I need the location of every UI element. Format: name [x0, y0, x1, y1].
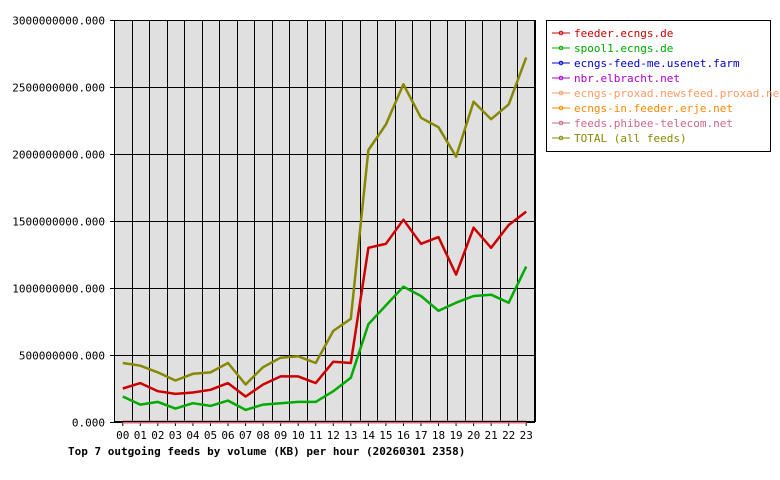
legend-swatch-marker [558, 30, 564, 36]
y-tick-label: 1000000000.000 [12, 283, 105, 296]
legend-swatch-marker [558, 75, 564, 81]
x-tick-label: 00 [116, 429, 129, 442]
legend-swatch-marker [558, 105, 564, 111]
x-tick-label: 01 [134, 429, 147, 442]
legend-label: TOTAL (all feeds) [574, 132, 687, 145]
legend-label: spool1.ecngs.de [574, 42, 673, 55]
legend-swatch-marker [558, 45, 564, 51]
legend-label: ecngs-in.feeder.erje.net [574, 102, 733, 115]
x-tick-label: 17 [414, 429, 427, 442]
x-tick-label: 20 [467, 429, 480, 442]
x-tick-label: 04 [186, 429, 200, 442]
x-tick-label: 07 [239, 429, 252, 442]
legend-swatch-marker [558, 90, 564, 96]
chart-title: Top 7 outgoing feeds by volume (KB) per … [68, 445, 466, 458]
y-tick-label: 500000000.000 [19, 350, 105, 363]
x-tick-label: 19 [449, 429, 462, 442]
legend-label: nbr.elbracht.net [574, 72, 680, 85]
legend-swatch-marker [558, 60, 564, 66]
x-tick-label: 15 [379, 429, 392, 442]
x-tick-label: 12 [327, 429, 340, 442]
y-tick-label: 1500000000.000 [12, 216, 105, 229]
x-tick-label: 22 [502, 429, 515, 442]
y-axis: 0.000 500000000.000 1000000000.000 15000000… [12, 15, 114, 430]
legend-box [546, 20, 771, 152]
x-tick-label: 08 [256, 429, 269, 442]
x-tick-label: 23 [520, 429, 533, 442]
x-tick-label: 06 [221, 429, 234, 442]
y-tick-label: 2500000000.000 [12, 82, 105, 95]
legend: feeder.ecngs.de spool1.ecngs.de ecngs-feed… [546, 20, 780, 152]
x-tick-label: 13 [344, 429, 357, 442]
x-tick-label: 03 [169, 429, 182, 442]
series-line-total-all-feeds [122, 57, 528, 386]
series-line-feeder-ecngs-de [122, 210, 527, 398]
x-tick-label: 02 [151, 429, 164, 442]
legend-label: ecngs-proxad.newsfeed.proxad.net [574, 87, 780, 100]
y-tick-label: 2000000000.000 [12, 149, 105, 162]
x-tick-label: 18 [432, 429, 445, 442]
x-tick-label: 11 [309, 429, 322, 442]
y-tick-label: 3000000000.000 [12, 15, 105, 28]
legend-swatch-marker [558, 135, 564, 141]
legend-label: ecngs-feed-me.usenet.farm [574, 57, 740, 70]
x-tick-label: 14 [362, 429, 376, 442]
series-line-spool1-ecngs-de [122, 266, 528, 412]
y-tick-label: 0.000 [72, 417, 105, 430]
plot-frame [114, 20, 535, 422]
legend-label: feeder.ecngs.de [574, 27, 673, 40]
x-tick-label: 09 [274, 429, 287, 442]
x-axis: 00 01 02 03 04 05 06 07 08 09 10 11 12 13 14 15 16 17 18 19… [116, 422, 533, 442]
x-tick-label: 16 [397, 429, 410, 442]
legend-label: feeds.phibee-telecom.net [574, 117, 733, 130]
x-tick-label: 05 [204, 429, 217, 442]
x-tick-label: 10 [292, 429, 305, 442]
x-tick-label: 21 [485, 429, 498, 442]
legend-swatch-marker [558, 120, 564, 126]
